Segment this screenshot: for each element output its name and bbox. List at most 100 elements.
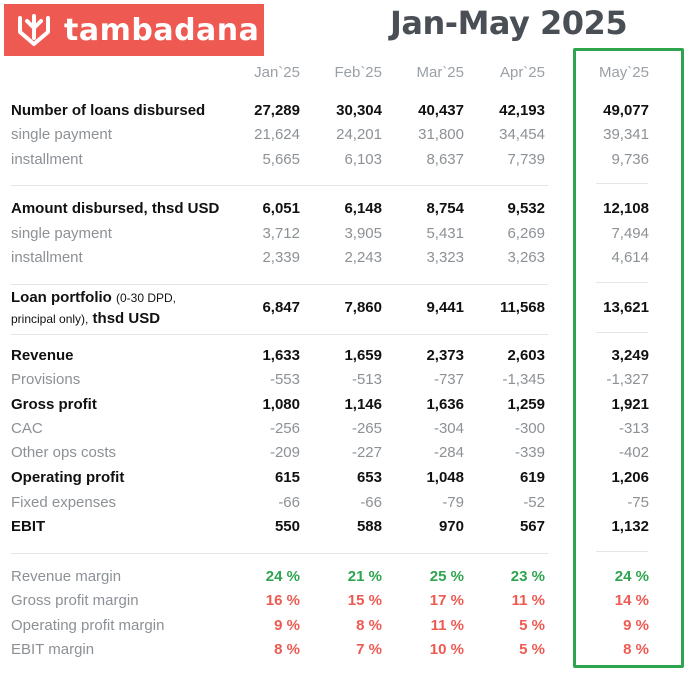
cell-value: -737 [433, 371, 464, 388]
column-header: Jan`25 [254, 64, 300, 81]
cell-value: -513 [351, 371, 382, 388]
row-label: CAC [11, 420, 43, 437]
cell-value: 619 [519, 469, 545, 486]
cell-value: 8,637 [426, 151, 464, 168]
cell-value: 21 % [347, 568, 382, 585]
cell-value: 1,921 [611, 396, 649, 413]
cell-value: 6,269 [507, 225, 545, 242]
table-row-operating-margin: Operating profit margin 9 % 8 % 11 % 5 %… [0, 614, 696, 638]
row-label: Gross profit [11, 396, 97, 413]
cell-value: 1,080 [262, 396, 300, 413]
table-row-loans-single: single payment 21,624 24,201 31,800 34,4… [0, 123, 696, 147]
table-row-other-ops: Other ops costs -209 -227 -284 -339 -402 [0, 441, 696, 465]
cell-value: 2,243 [344, 249, 382, 266]
cell-value: 3,712 [262, 225, 300, 242]
cell-value: -227 [351, 444, 382, 461]
cell-value: 8,754 [426, 200, 464, 217]
cell-value: 9,441 [426, 299, 464, 316]
cell-value: 21,624 [254, 126, 300, 143]
table-row-revenue: Revenue 1,633 1,659 2,373 2,603 3,249 [0, 344, 696, 368]
current-month-highlight [573, 48, 684, 668]
cell-value: 6,148 [344, 200, 382, 217]
divider [11, 553, 548, 554]
cell-value: 7 % [356, 641, 382, 658]
cell-value: 14 % [614, 592, 649, 609]
row-label: single payment [11, 126, 112, 143]
cell-value: 5 % [519, 641, 545, 658]
portfolio-label-note: (0-30 DPD, [115, 291, 177, 305]
cell-value: 1,048 [426, 469, 464, 486]
cell-value: 5,431 [426, 225, 464, 242]
column-header: Mar`25 [416, 64, 464, 81]
row-label-line2: principal only), thsd USD [11, 309, 160, 329]
row-label: Number of loans disbursed [11, 102, 206, 119]
row-label: Gross profit margin [11, 592, 139, 609]
cell-value: 24 % [614, 568, 649, 585]
row-label: Operating profit margin [11, 617, 165, 634]
cell-value: 40,437 [418, 102, 464, 119]
cell-value: 42,193 [499, 102, 545, 119]
cell-value: 9,736 [611, 151, 649, 168]
cell-value: 6,051 [262, 200, 300, 217]
table-row-loans-installment: installment 5,665 6,103 8,637 7,739 9,73… [0, 148, 696, 172]
table-row-fixed-expenses: Fixed expenses -66 -66 -79 -52 -75 [0, 491, 696, 515]
divider [11, 185, 548, 186]
cell-value: -1,345 [502, 371, 545, 388]
divider [11, 284, 548, 285]
divider [596, 332, 648, 333]
cell-value: 9 % [623, 617, 649, 634]
cell-value: -339 [514, 444, 545, 461]
cell-value: 3,905 [344, 225, 382, 242]
cell-value: 1,636 [426, 396, 464, 413]
column-header: May`25 [598, 64, 649, 81]
table-row-loan-portfolio: Loan portfolio (0-30 DPD, principal only… [0, 288, 696, 330]
cell-value: 3,263 [507, 249, 545, 266]
cell-value: 4,614 [611, 249, 649, 266]
cell-value: 12,108 [603, 200, 649, 217]
cell-value: 970 [438, 518, 464, 535]
cell-value: 1,633 [262, 347, 300, 364]
cell-value: 7,860 [344, 299, 382, 316]
table-row-gross-profit: Gross profit 1,080 1,146 1,636 1,259 1,9… [0, 393, 696, 417]
row-label: Operating profit [11, 469, 125, 486]
column-header: Apr`25 [499, 64, 545, 81]
cell-value: 5 % [519, 617, 545, 634]
table-row-revenue-margin: Revenue margin 24 % 21 % 25 % 23 % 24 % [0, 565, 696, 589]
cell-value: 16 % [265, 592, 300, 609]
table-row-loans-disbursed: Number of loans disbursed 27,289 30,304 … [0, 99, 696, 123]
cell-value: -52 [523, 494, 545, 511]
cell-value: 9,532 [507, 200, 545, 217]
table-row-cac: CAC -256 -265 -304 -300 -313 [0, 417, 696, 441]
cell-value: 10 % [429, 641, 464, 658]
period-title: Jan-May 2025 [390, 4, 628, 42]
cell-value: 550 [274, 518, 300, 535]
cell-value: 2,603 [507, 347, 545, 364]
cell-value: 8 % [356, 617, 382, 634]
divider [596, 282, 648, 283]
cell-value: 11 % [511, 592, 545, 609]
cell-value: 588 [356, 518, 382, 535]
portfolio-label-note: principal only), [11, 312, 89, 326]
table-row-gross-margin: Gross profit margin 16 % 15 % 17 % 11 % … [0, 589, 696, 613]
table-row-ebit: EBIT 550 588 970 567 1,132 [0, 515, 696, 539]
row-label: installment [11, 151, 83, 168]
table-row-provisions: Provisions -553 -513 -737 -1,345 -1,327 [0, 368, 696, 392]
row-label: Fixed expenses [11, 494, 117, 511]
portfolio-label-unit: thsd USD [92, 310, 161, 327]
brand-logo: tambadana [4, 4, 264, 56]
cell-value: 3,323 [426, 249, 464, 266]
row-label: EBIT [11, 518, 46, 535]
divider [596, 551, 648, 552]
row-label: EBIT margin [11, 641, 95, 658]
table-row-ebit-margin: EBIT margin 8 % 7 % 10 % 5 % 8 % [0, 638, 696, 662]
tambadana-logo-icon [18, 14, 50, 46]
cell-value: 1,206 [611, 469, 649, 486]
table-row-amount-installment: installment 2,339 2,243 3,323 3,263 4,61… [0, 246, 696, 270]
row-label: Amount disbursed, thsd USD [11, 200, 220, 217]
portfolio-label-main: Loan portfolio [11, 289, 112, 306]
cell-value: 5,665 [262, 151, 300, 168]
cell-value: -304 [433, 420, 464, 437]
cell-value: 17 % [429, 592, 464, 609]
cell-value: 7,739 [507, 151, 545, 168]
